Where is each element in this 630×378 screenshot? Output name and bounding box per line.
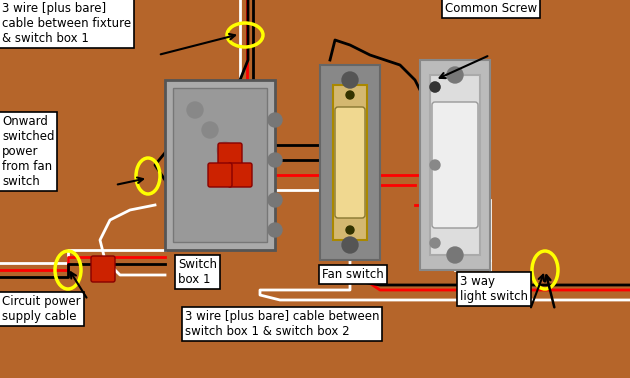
FancyBboxPatch shape <box>432 102 478 228</box>
Circle shape <box>447 67 463 83</box>
Text: Fan switch: Fan switch <box>322 268 384 281</box>
FancyBboxPatch shape <box>333 85 367 240</box>
FancyBboxPatch shape <box>173 88 267 242</box>
Circle shape <box>430 160 440 170</box>
Circle shape <box>430 238 440 248</box>
Circle shape <box>430 82 440 92</box>
Circle shape <box>342 72 358 88</box>
Circle shape <box>346 91 354 99</box>
Circle shape <box>430 82 440 92</box>
Text: 3 wire [plus bare] cable between
switch box 1 & switch box 2: 3 wire [plus bare] cable between switch … <box>185 310 379 338</box>
Circle shape <box>268 153 282 167</box>
Circle shape <box>217 142 233 158</box>
Circle shape <box>346 226 354 234</box>
FancyBboxPatch shape <box>335 107 365 218</box>
Circle shape <box>447 247 463 263</box>
FancyBboxPatch shape <box>228 163 252 187</box>
Circle shape <box>342 237 358 253</box>
Text: 3 wire [plus bare]
cable between fixture
& switch box 1: 3 wire [plus bare] cable between fixture… <box>2 2 131 45</box>
Text: Circuit power
supply cable: Circuit power supply cable <box>2 295 81 323</box>
Text: Switch
box 1: Switch box 1 <box>178 258 217 286</box>
Circle shape <box>187 102 203 118</box>
FancyBboxPatch shape <box>420 60 490 270</box>
FancyBboxPatch shape <box>218 143 242 167</box>
Circle shape <box>268 223 282 237</box>
FancyBboxPatch shape <box>430 75 480 255</box>
Text: Common Screw: Common Screw <box>445 2 537 15</box>
FancyBboxPatch shape <box>165 80 275 250</box>
FancyBboxPatch shape <box>208 163 232 187</box>
Text: Onward
switched
power
from fan
switch: Onward switched power from fan switch <box>2 115 55 188</box>
FancyBboxPatch shape <box>320 65 380 260</box>
Circle shape <box>268 113 282 127</box>
FancyBboxPatch shape <box>91 256 115 282</box>
Text: 3 way
light switch: 3 way light switch <box>460 275 528 303</box>
Circle shape <box>268 193 282 207</box>
Circle shape <box>202 122 218 138</box>
